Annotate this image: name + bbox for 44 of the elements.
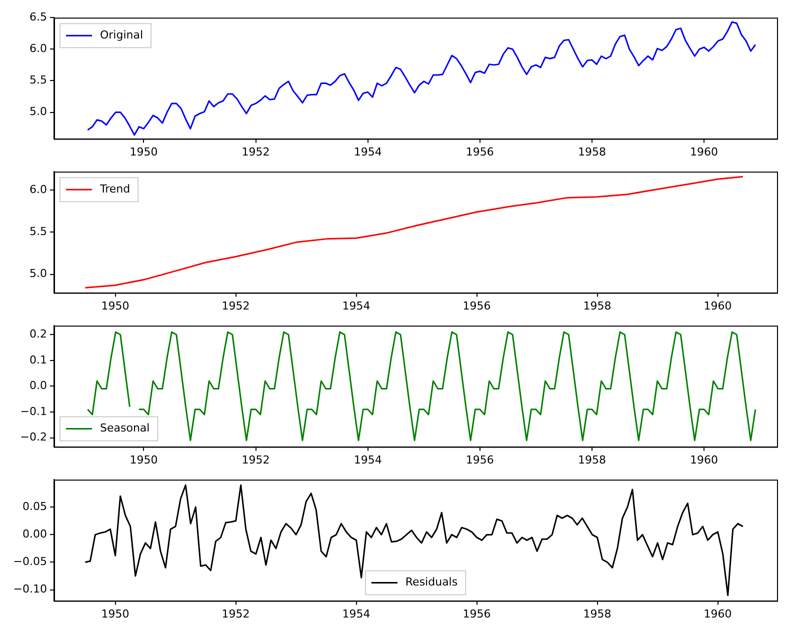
legend-label: Original xyxy=(100,28,144,42)
x-tick-label: 1958 xyxy=(583,299,612,312)
legend-label: Seasonal xyxy=(100,422,150,435)
y-tick-label: 5.5 xyxy=(30,74,47,87)
x-tick-label: 1950 xyxy=(130,453,158,466)
y-tick-label: 5.5 xyxy=(30,225,47,238)
x-tick-label: 1954 xyxy=(342,299,370,312)
y-tick-label: 6.5 xyxy=(30,10,47,24)
y-tick-label: −0.1 xyxy=(20,404,47,418)
x-tick-label: 1960 xyxy=(704,299,732,312)
x-tick-label: 1960 xyxy=(690,453,718,466)
x-tick-label: 1954 xyxy=(354,145,382,158)
y-tick-label: 6.0 xyxy=(30,182,47,196)
x-tick-label: 1958 xyxy=(583,607,612,620)
x-tick-label: 1960 xyxy=(690,145,718,158)
x-tick-label: 1956 xyxy=(462,607,491,620)
y-tick-label: 5.0 xyxy=(30,105,47,118)
y-tick-label: −0.10 xyxy=(13,582,47,596)
legend-label: Residuals xyxy=(405,576,458,589)
y-tick-label: 5.0 xyxy=(30,267,47,280)
y-tick-label: 6.0 xyxy=(30,42,47,56)
x-tick-label: 1956 xyxy=(466,145,494,158)
x-tick-label: 1960 xyxy=(704,607,732,620)
x-tick-label: 1952 xyxy=(222,607,250,620)
x-tick-label: 1954 xyxy=(354,453,382,466)
legend-label: Trend xyxy=(99,182,130,196)
y-tick-label: 0.05 xyxy=(22,500,47,514)
x-tick-label: 1950 xyxy=(130,145,158,158)
x-tick-label: 1958 xyxy=(578,145,606,158)
x-tick-label: 1958 xyxy=(578,453,606,466)
x-tick-label: 1952 xyxy=(242,453,270,466)
y-tick-label: 0.1 xyxy=(30,353,47,366)
y-tick-label: −0.2 xyxy=(20,430,47,444)
y-tick-label: −0.05 xyxy=(13,555,47,568)
y-tick-label: 0.2 xyxy=(30,327,47,340)
x-tick-label: 1954 xyxy=(342,607,370,620)
y-tick-label: 0.0 xyxy=(30,379,47,392)
y-tick-label: 0.00 xyxy=(22,528,47,541)
x-tick-label: 1950 xyxy=(101,299,130,312)
x-tick-label: 1956 xyxy=(462,299,491,312)
x-tick-label: 1952 xyxy=(222,299,250,312)
x-tick-label: 1956 xyxy=(466,453,494,466)
x-tick-label: 1950 xyxy=(101,607,130,620)
x-tick-label: 1952 xyxy=(242,145,270,158)
